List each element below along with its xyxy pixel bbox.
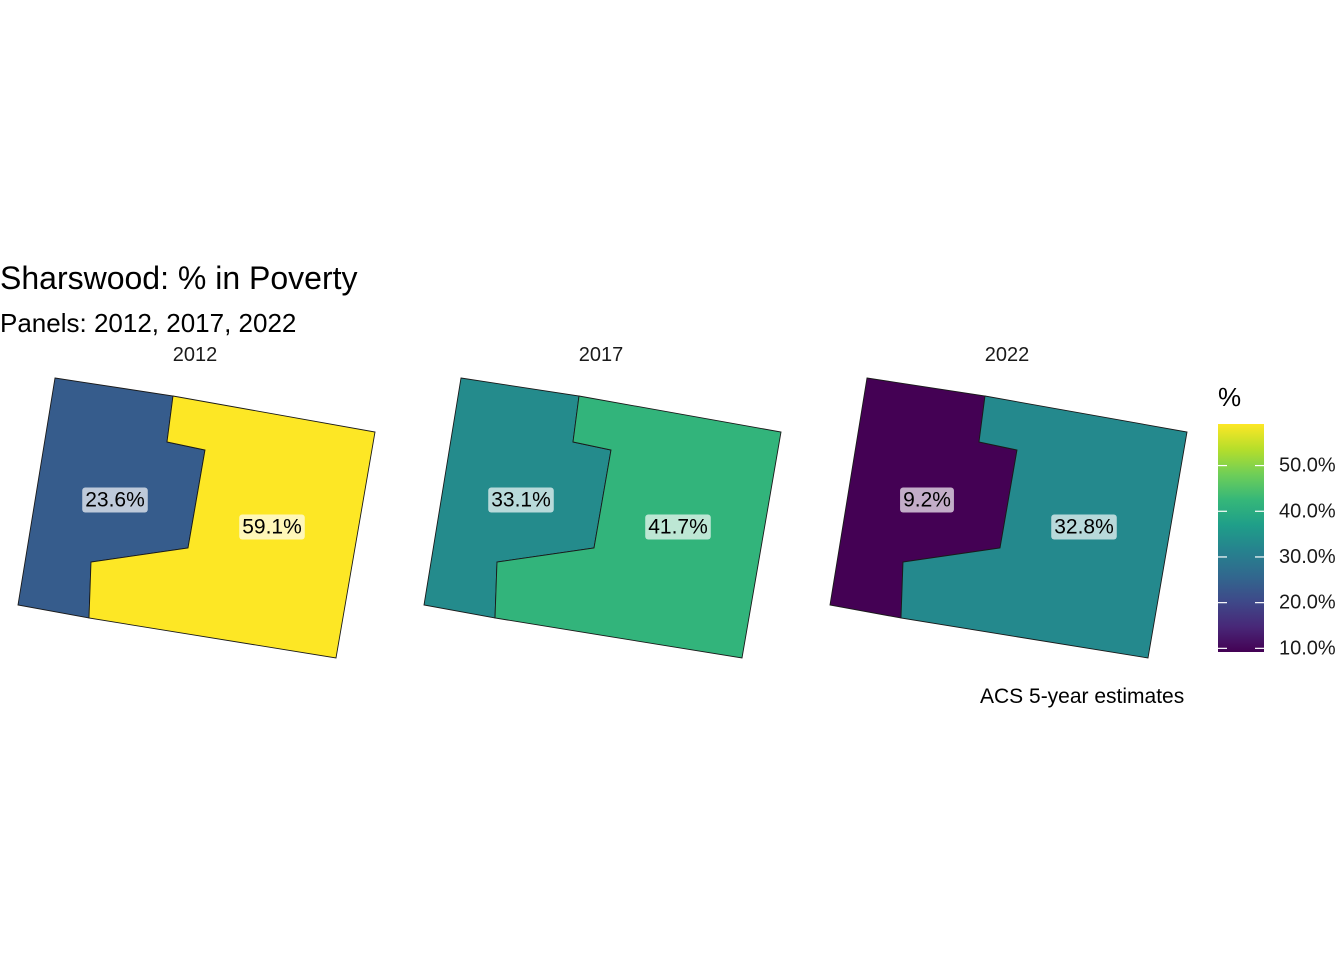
value-label-box bbox=[82, 487, 148, 513]
value-label-west-2012: 23.6% bbox=[82, 487, 148, 513]
value-label-box bbox=[239, 514, 305, 540]
value-label-east-2017: 41.7% bbox=[645, 514, 711, 540]
value-label-text: 9.2% bbox=[903, 489, 951, 512]
panel-title-2022: 2022 bbox=[985, 344, 1030, 366]
legend-tick-label: 40.0% bbox=[1279, 500, 1336, 522]
tract-east-2012 bbox=[88, 395, 376, 659]
panel-2012: 2012 23.6% 59.1% bbox=[17, 344, 376, 659]
legend-tick-label: 10.0% bbox=[1279, 637, 1336, 659]
value-label-east-2012: 59.1% bbox=[239, 514, 305, 540]
legend-title: % bbox=[1218, 382, 1241, 412]
value-label-box bbox=[645, 514, 711, 540]
chart-caption: ACS 5-year estimates bbox=[980, 685, 1185, 708]
chart-title: Sharswood: % in Poverty bbox=[0, 260, 358, 296]
tract-east-2022 bbox=[900, 395, 1188, 659]
value-label-text: 33.1% bbox=[491, 489, 551, 512]
value-label-box bbox=[488, 487, 554, 513]
panel-2017: 2017 33.1% 41.7% bbox=[423, 344, 782, 659]
value-label-box bbox=[900, 487, 954, 513]
panel-title-2012: 2012 bbox=[173, 344, 218, 366]
legend-tick-label: 50.0% bbox=[1279, 455, 1336, 477]
legend-tick-label: 20.0% bbox=[1279, 592, 1336, 614]
panel-2022: 2022 9.2% 32.8% bbox=[829, 344, 1188, 659]
chart-subtitle: Panels: 2012, 2017, 2022 bbox=[0, 308, 297, 338]
panel-title-2017: 2017 bbox=[579, 344, 624, 366]
value-label-text: 23.6% bbox=[85, 489, 145, 512]
value-label-west-2017: 33.1% bbox=[488, 487, 554, 513]
legend-tick-label: 30.0% bbox=[1279, 546, 1336, 568]
color-legend: % 10.0% 20.0% 30.0% 40.0% 50.0% bbox=[1218, 382, 1336, 659]
value-label-text: 32.8% bbox=[1054, 516, 1114, 539]
value-label-text: 41.7% bbox=[648, 516, 708, 539]
value-label-text: 59.1% bbox=[242, 516, 302, 539]
tract-east-2017 bbox=[494, 395, 782, 659]
value-label-west-2022: 9.2% bbox=[900, 487, 954, 513]
colorbar bbox=[1218, 424, 1264, 652]
value-label-east-2022: 32.8% bbox=[1051, 514, 1117, 540]
value-label-box bbox=[1051, 514, 1117, 540]
